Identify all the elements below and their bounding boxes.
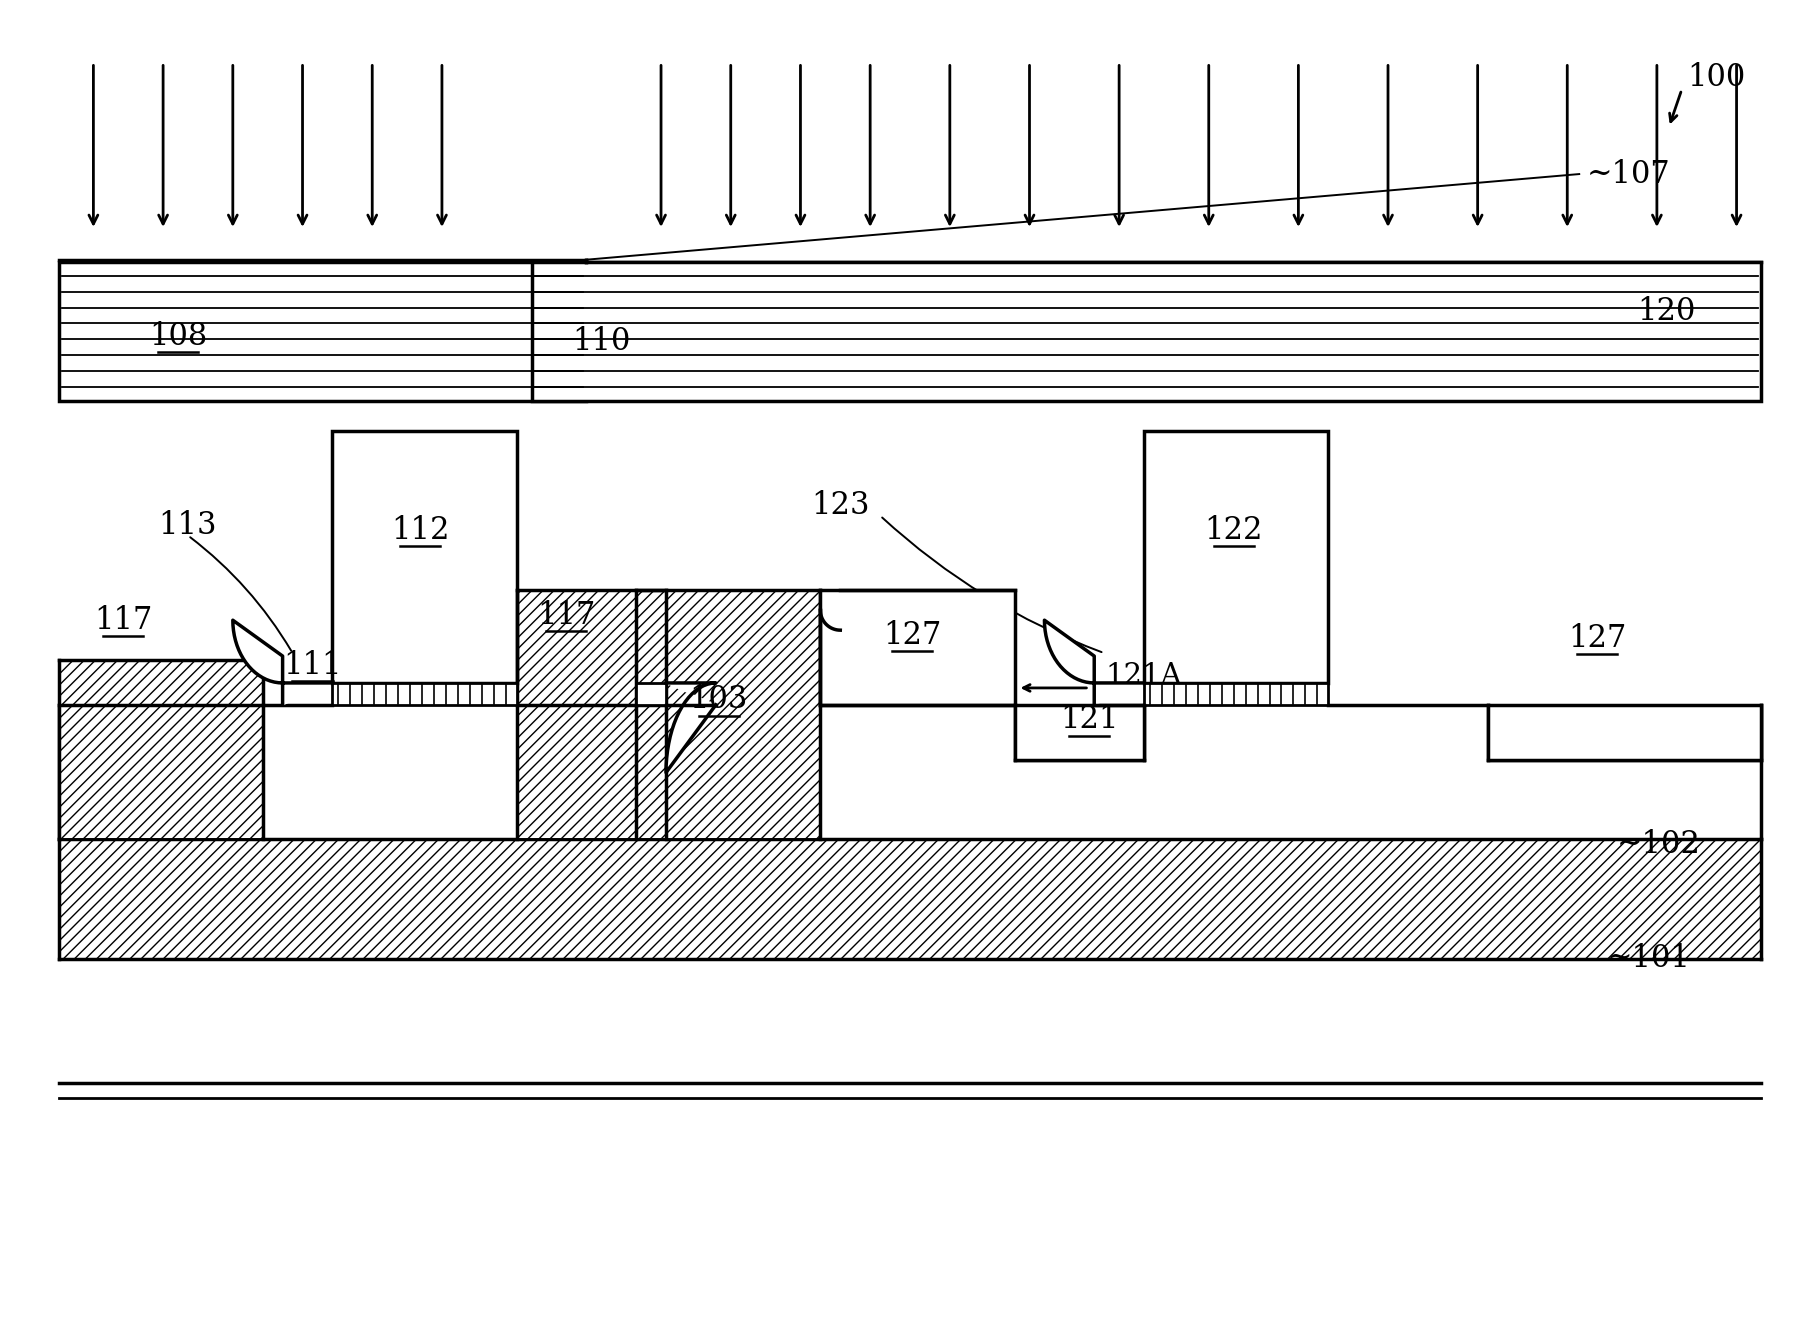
Text: 111: 111 [284,649,342,680]
Text: 110: 110 [573,326,631,357]
Bar [531,261,1761,401]
Polygon shape [666,683,717,772]
Polygon shape [1044,620,1144,705]
Bar [58,660,262,839]
Text: 123: 123 [811,491,869,522]
Text: 108: 108 [149,320,207,351]
Polygon shape [233,620,333,705]
Bar [333,430,517,683]
Bar [1015,705,1144,759]
Bar [58,261,586,401]
Text: 100: 100 [1686,62,1744,93]
Bar [58,839,1761,959]
Bar [333,683,517,705]
Text: 122: 122 [1204,515,1262,546]
Bar [1144,683,1328,705]
Text: 121: 121 [1060,704,1119,735]
Text: 121A: 121A [1106,662,1182,691]
Text: 120: 120 [1637,296,1695,327]
Bar [1488,705,1761,759]
Text: 117: 117 [537,599,595,630]
Text: 103: 103 [689,684,748,715]
Bar [1144,430,1328,683]
Text: 127: 127 [882,620,940,650]
Text: ~102: ~102 [1617,829,1701,860]
Bar [637,683,666,705]
Bar [517,590,666,839]
Text: ~101: ~101 [1608,943,1692,975]
Bar [820,590,1015,705]
Text: 127: 127 [1568,622,1626,653]
Text: 112: 112 [391,515,449,546]
Text: 113: 113 [158,510,216,542]
Bar [637,590,820,839]
Text: ~107: ~107 [1588,158,1672,189]
Text: 117: 117 [95,605,153,636]
